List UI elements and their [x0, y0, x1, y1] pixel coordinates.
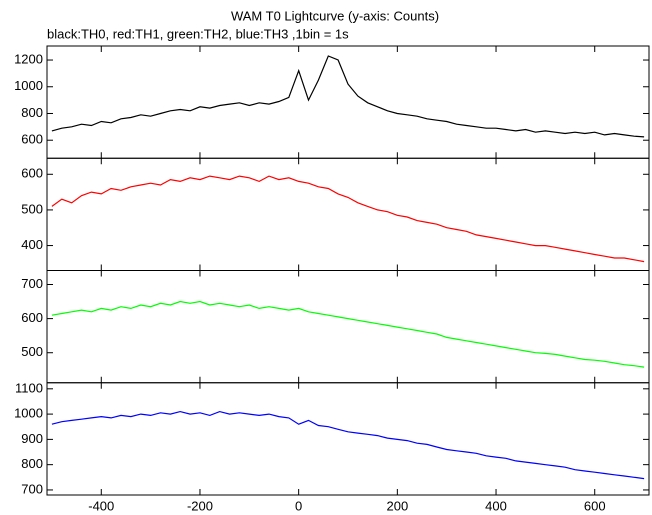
- y-tick-label: 500: [21, 344, 43, 359]
- x-tick-label: 600: [584, 498, 606, 513]
- chart-title: WAM T0 Lightcurve (y-axis: Counts): [231, 8, 439, 23]
- light-curve: [51, 55, 645, 138]
- y-tick-label: 1000: [14, 78, 43, 93]
- y-tick-label: 600: [21, 132, 43, 147]
- y-tick-label: 1200: [14, 51, 43, 66]
- x-tick-label: 0: [295, 498, 302, 513]
- y-tick-label: 800: [21, 456, 43, 471]
- y-tick-label: 500: [21, 201, 43, 216]
- y-tick-label: 600: [21, 310, 43, 325]
- y-tick-label: 700: [21, 276, 43, 291]
- light-curve: [51, 300, 645, 368]
- panel-frame: [46, 270, 650, 384]
- y-tick-label: 800: [21, 105, 43, 120]
- light-curve: [51, 410, 645, 480]
- y-tick-label: 600: [21, 166, 43, 181]
- x-tick-label: -400: [88, 498, 114, 513]
- x-tick-label: 200: [386, 498, 408, 513]
- x-tick-label: 400: [485, 498, 507, 513]
- panel-frame: [46, 157, 650, 271]
- chart-subtitle: black:TH0, red:TH1, green:TH2, blue:TH3 …: [47, 26, 349, 41]
- panel-frame: [46, 45, 650, 159]
- light-curve: [51, 175, 645, 263]
- y-tick-label: 400: [21, 237, 43, 252]
- y-tick-label: 1000: [14, 406, 43, 421]
- y-tick-label: 700: [21, 481, 43, 496]
- x-tick-label: -200: [187, 498, 213, 513]
- panel-frame: [46, 382, 650, 496]
- y-tick-label: 1100: [15, 380, 43, 395]
- y-tick-label: 900: [21, 431, 43, 446]
